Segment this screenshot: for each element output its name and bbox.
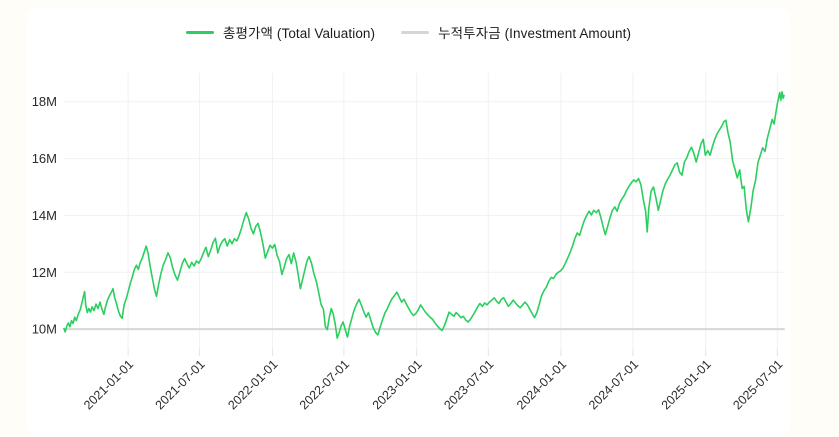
x-axis-label: 2024-01-01: [514, 357, 569, 412]
x-axis-label: 2023-01-01: [370, 357, 425, 412]
x-axis-label: 2022-07-01: [297, 357, 352, 412]
series-line-total-valuation: [63, 91, 785, 339]
x-axis-label: 2021-01-01: [81, 357, 136, 412]
legend-line-swatch-green-icon: [185, 30, 214, 34]
y-gridlines: [64, 101, 784, 330]
y-axis-label: 10M: [32, 322, 57, 337]
legend-item-investment-amount[interactable]: 누적투자금 (Investment Amount): [401, 22, 631, 42]
legend-label-total-valuation: 총평가액 (Total Valuation): [222, 26, 376, 41]
x-gridlines: [127, 73, 778, 356]
y-axis-label: 12M: [32, 265, 57, 280]
y-axis-labels: 10M 12M 14M 16M 18M: [32, 94, 57, 336]
y-axis-label: 18M: [32, 94, 57, 109]
x-axis-label: 2025-01-01: [659, 357, 714, 412]
legend-item-total-valuation[interactable]: 총평가액 (Total Valuation): [185, 22, 376, 42]
x-axis-label: 2021-07-01: [153, 357, 208, 412]
x-axis-label: 2022-01-01: [225, 357, 280, 412]
valuation-line-chart[interactable]: 10M 12M 14M 16M 18M 2021-01-01 2021-07-01 2022-…: [27, 53, 790, 433]
y-axis-label: 16M: [32, 151, 57, 166]
x-axis-label: 2024-07-01: [586, 357, 641, 412]
legend-label-investment-amount: 누적투자금 (Investment Amount): [438, 26, 632, 41]
x-axis-label: 2023-07-01: [441, 357, 496, 412]
chart-card: 총평가액 (Total Valuation) 누적투자금 (Investment…: [27, 7, 790, 437]
legend-line-swatch-gray-icon: [401, 30, 430, 34]
x-axis-labels: 2021-01-01 2021-07-01 2022-01-01 2022-07-01…: [81, 357, 785, 412]
chart-legend: 총평가액 (Total Valuation) 누적투자금 (Investment…: [27, 7, 790, 53]
x-axis-label: 2025-07-01: [730, 357, 785, 412]
y-axis-label: 14M: [32, 208, 57, 223]
